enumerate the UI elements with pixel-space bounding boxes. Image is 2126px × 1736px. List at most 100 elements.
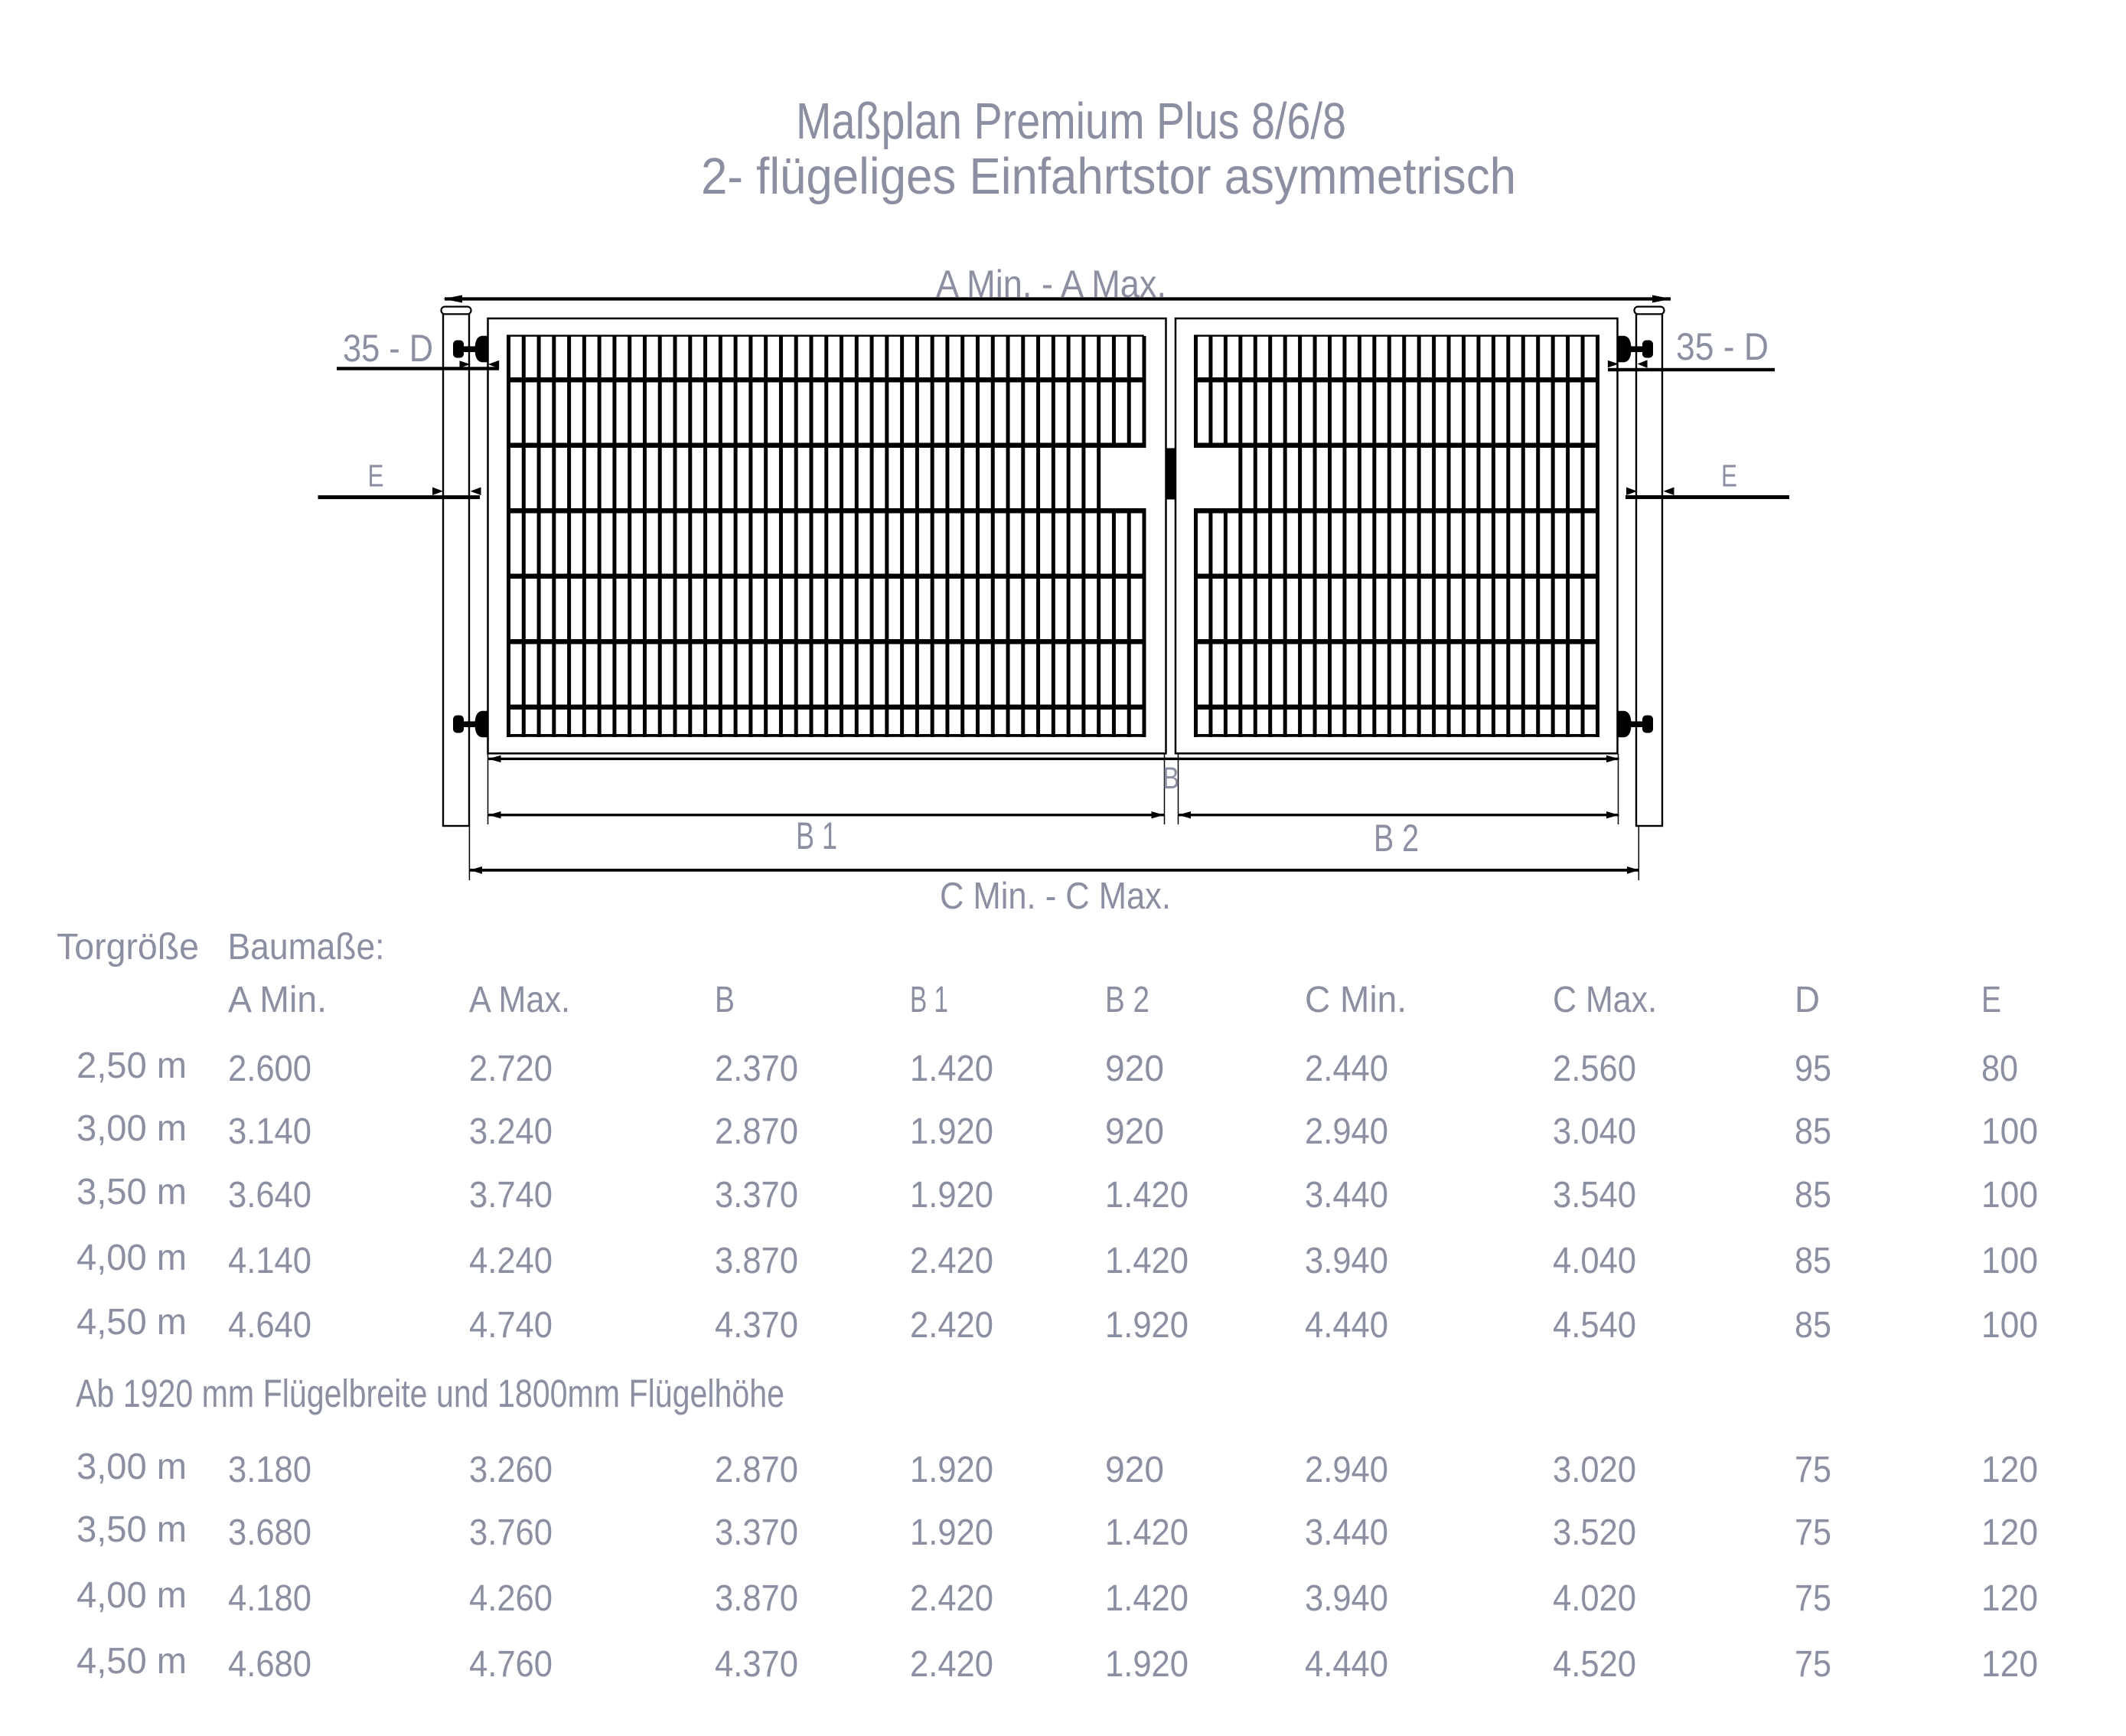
svg-text:2- flügeliges Einfahrtstor asy: 2- flügeliges Einfahrtstor asymmetrisch — [701, 148, 1516, 205]
svg-text:4.520: 4.520 — [1553, 1644, 1636, 1685]
svg-text:3.940: 3.940 — [1305, 1241, 1388, 1281]
svg-text:4.440: 4.440 — [1305, 1305, 1388, 1346]
svg-text:4.540: 4.540 — [1553, 1305, 1636, 1346]
svg-text:3.870: 3.870 — [715, 1241, 798, 1281]
svg-text:1.920: 1.920 — [1105, 1644, 1189, 1685]
svg-text:4,00 m: 4,00 m — [77, 1575, 187, 1616]
svg-text:4.260: 4.260 — [469, 1578, 553, 1619]
svg-text:120: 120 — [1981, 1578, 2038, 1619]
svg-text:Baumaße:: Baumaße: — [228, 927, 385, 968]
svg-text:3.040: 3.040 — [1553, 1111, 1636, 1152]
svg-text:4.440: 4.440 — [1305, 1644, 1388, 1685]
svg-text:3,50 m: 3,50 m — [77, 1509, 187, 1550]
svg-text:C Max.: C Max. — [1553, 980, 1657, 1020]
svg-text:E: E — [1981, 980, 2001, 1020]
svg-text:B 1: B 1 — [796, 814, 837, 857]
svg-text:3.140: 3.140 — [228, 1111, 311, 1152]
svg-text:920: 920 — [1105, 1111, 1164, 1152]
svg-text:Maßplan Premium Plus 8/6/8: Maßplan Premium Plus 8/6/8 — [796, 93, 1346, 150]
svg-text:2.420: 2.420 — [910, 1241, 993, 1281]
svg-text:1.420: 1.420 — [1105, 1175, 1189, 1216]
svg-text:A Min.: A Min. — [228, 980, 327, 1020]
svg-text:2.370: 2.370 — [715, 1049, 798, 1089]
svg-text:920: 920 — [1105, 1450, 1164, 1490]
svg-text:4.140: 4.140 — [228, 1241, 311, 1281]
svg-text:35 - D: 35 - D — [343, 327, 433, 370]
svg-text:1.920: 1.920 — [910, 1450, 993, 1490]
svg-text:2.940: 2.940 — [1305, 1450, 1388, 1490]
svg-text:75: 75 — [1795, 1578, 1831, 1619]
svg-text:4,00 m: 4,00 m — [77, 1238, 187, 1278]
svg-text:1.420: 1.420 — [1105, 1241, 1189, 1281]
svg-text:3.180: 3.180 — [228, 1450, 311, 1490]
svg-text:B: B — [1162, 762, 1179, 795]
svg-text:D: D — [1795, 980, 1820, 1020]
svg-text:1.920: 1.920 — [910, 1111, 993, 1152]
svg-text:2.560: 2.560 — [1553, 1049, 1636, 1089]
svg-text:2.420: 2.420 — [910, 1578, 993, 1619]
svg-text:1.920: 1.920 — [1105, 1305, 1189, 1346]
svg-text:4.370: 4.370 — [715, 1644, 798, 1685]
svg-text:85: 85 — [1795, 1111, 1831, 1152]
svg-text:4.640: 4.640 — [228, 1305, 311, 1346]
svg-text:4.180: 4.180 — [228, 1578, 311, 1619]
svg-text:85: 85 — [1795, 1305, 1831, 1346]
svg-text:4.740: 4.740 — [469, 1305, 553, 1346]
svg-text:3.940: 3.940 — [1305, 1578, 1388, 1619]
svg-text:100: 100 — [1981, 1241, 2038, 1281]
svg-text:2.600: 2.600 — [228, 1049, 311, 1089]
svg-text:35 - D: 35 - D — [1676, 325, 1769, 368]
svg-text:3.370: 3.370 — [715, 1512, 798, 1553]
svg-text:4.760: 4.760 — [469, 1644, 553, 1685]
svg-text:C Min.: C Min. — [1305, 980, 1407, 1020]
svg-text:3.370: 3.370 — [715, 1175, 798, 1216]
svg-text:2.720: 2.720 — [469, 1049, 553, 1089]
svg-text:B 1: B 1 — [910, 980, 948, 1020]
svg-text:75: 75 — [1795, 1644, 1831, 1685]
svg-text:1.420: 1.420 — [1105, 1578, 1189, 1619]
svg-text:3.260: 3.260 — [469, 1450, 553, 1490]
svg-text:B 2: B 2 — [1105, 980, 1149, 1020]
svg-text:3,00 m: 3,00 m — [77, 1108, 187, 1149]
svg-text:2.870: 2.870 — [715, 1111, 798, 1152]
svg-text:3.440: 3.440 — [1305, 1512, 1388, 1553]
svg-text:75: 75 — [1795, 1450, 1831, 1490]
svg-text:4.240: 4.240 — [469, 1241, 553, 1281]
svg-text:2,50 m: 2,50 m — [77, 1046, 187, 1086]
svg-text:4.020: 4.020 — [1553, 1578, 1636, 1619]
svg-text:A Max.: A Max. — [469, 980, 570, 1020]
svg-text:120: 120 — [1981, 1512, 2038, 1553]
svg-text:3.440: 3.440 — [1305, 1175, 1388, 1216]
svg-text:4,50 m: 4,50 m — [77, 1641, 187, 1682]
svg-text:100: 100 — [1981, 1111, 2038, 1152]
svg-text:E: E — [1721, 458, 1737, 494]
svg-text:Ab 1920 mm Flügelbreite und 18: Ab 1920 mm Flügelbreite und 1800mm Flüge… — [76, 1372, 784, 1415]
svg-text:1.420: 1.420 — [1105, 1512, 1189, 1553]
svg-text:1.920: 1.920 — [910, 1512, 993, 1553]
svg-text:3.680: 3.680 — [228, 1512, 311, 1553]
svg-text:100: 100 — [1981, 1305, 2038, 1346]
svg-text:120: 120 — [1981, 1450, 2038, 1490]
svg-text:85: 85 — [1795, 1241, 1831, 1281]
svg-text:A Min. - A Max.: A Min. - A Max. — [936, 263, 1166, 305]
svg-text:1.920: 1.920 — [910, 1175, 993, 1216]
svg-text:3.020: 3.020 — [1553, 1450, 1636, 1490]
svg-text:3.540: 3.540 — [1553, 1175, 1636, 1216]
svg-text:4.680: 4.680 — [228, 1644, 311, 1685]
svg-text:2.440: 2.440 — [1305, 1049, 1388, 1089]
svg-text:1.420: 1.420 — [910, 1049, 993, 1089]
svg-text:120: 120 — [1981, 1644, 2038, 1685]
svg-text:2.870: 2.870 — [715, 1450, 798, 1490]
svg-text:3.740: 3.740 — [469, 1175, 553, 1216]
svg-text:3.870: 3.870 — [715, 1578, 798, 1619]
svg-text:3,00 m: 3,00 m — [77, 1447, 187, 1487]
svg-text:2.940: 2.940 — [1305, 1111, 1388, 1152]
svg-text:95: 95 — [1795, 1049, 1831, 1089]
svg-text:80: 80 — [1981, 1049, 2018, 1089]
svg-text:4,50 m: 4,50 m — [77, 1302, 187, 1343]
svg-text:B 2: B 2 — [1374, 817, 1419, 860]
svg-text:85: 85 — [1795, 1175, 1831, 1216]
svg-text:2.420: 2.420 — [910, 1305, 993, 1346]
svg-text:3.760: 3.760 — [469, 1512, 553, 1553]
svg-text:100: 100 — [1981, 1175, 2038, 1216]
